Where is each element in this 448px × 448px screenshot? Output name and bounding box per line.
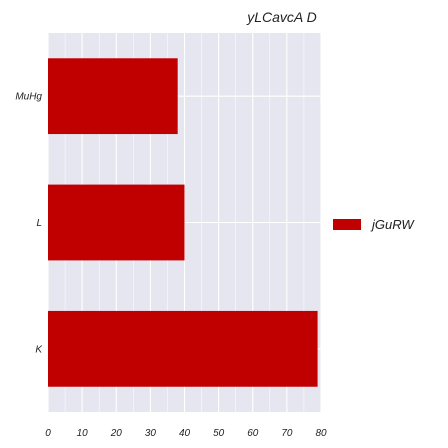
- bar-K: [48, 310, 318, 387]
- x-tick-label: 80: [315, 428, 327, 439]
- y-axis-ticks: MuHg L K: [15, 92, 43, 356]
- x-tick-label: 70: [281, 428, 293, 439]
- y-tick-label: L: [36, 218, 42, 229]
- x-tick-label: 40: [179, 428, 191, 439]
- x-tick-label: 20: [110, 428, 123, 439]
- legend-label: jGuRW: [370, 217, 415, 232]
- x-tick-label: 60: [247, 428, 259, 439]
- x-tick-label: 50: [213, 428, 225, 439]
- x-tick-label: 10: [77, 428, 89, 439]
- bar-L: [48, 184, 185, 261]
- x-tick-label: 0: [45, 428, 51, 439]
- x-axis-ticks: 0 10 20 30 40 50 60 70 80: [45, 428, 327, 439]
- bar-group: [48, 58, 318, 387]
- y-tick-label: MuHg: [15, 92, 42, 103]
- y-tick-label: K: [35, 344, 43, 355]
- x-tick-label: 30: [145, 428, 157, 439]
- chart-title: yLCavcA D: [246, 9, 317, 25]
- bar-MuHg: [48, 58, 178, 135]
- legend-swatch: [333, 219, 361, 230]
- legend[interactable]: jGuRW: [333, 217, 415, 232]
